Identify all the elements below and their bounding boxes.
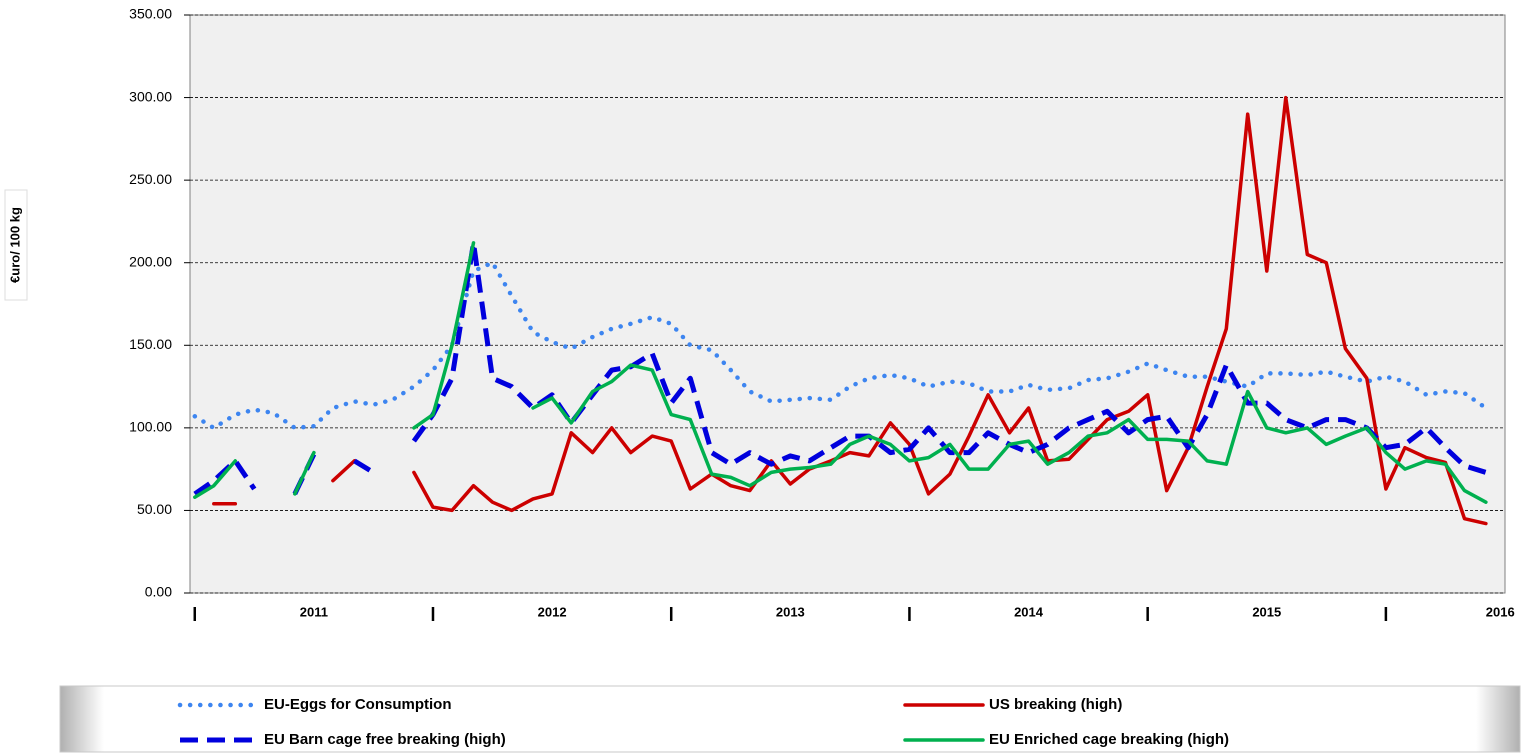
x-tick-label: 2011: [300, 604, 328, 619]
legend-label: EU-Eggs for Consumption: [264, 696, 452, 713]
series-line: [193, 241, 1488, 504]
series-line: [212, 95, 1488, 526]
y-tick-label: 150.00: [129, 336, 172, 352]
y-tick-label: 0.00: [145, 584, 172, 600]
y-tick-label: 300.00: [129, 88, 172, 104]
x-tick-label: 2012: [538, 604, 567, 619]
y-tick-label: 50.00: [137, 501, 172, 517]
y-axis-label: €uro/ 100 kg: [7, 207, 22, 283]
y-tick-label: 200.00: [129, 253, 172, 269]
x-tick-label: 2013: [776, 604, 805, 619]
legend-label: US breaking (high): [989, 696, 1122, 713]
y-tick-label: 350.00: [129, 6, 172, 22]
ylabel-box: [4, 189, 28, 301]
legend-box: [59, 685, 1521, 753]
y-tick-label: 100.00: [129, 419, 172, 435]
y-tick-label: 250.00: [129, 171, 172, 187]
legend-label: EU Enriched cage breaking (high): [989, 731, 1229, 748]
series-line: [192, 260, 1489, 431]
x-tick-label: 2015: [1252, 604, 1281, 619]
plot-area: [189, 14, 1506, 594]
legend-label: EU Barn cage free breaking (high): [264, 731, 506, 748]
x-tick-label: 2016: [1486, 604, 1515, 619]
x-tick-label: 2014: [1014, 604, 1044, 619]
